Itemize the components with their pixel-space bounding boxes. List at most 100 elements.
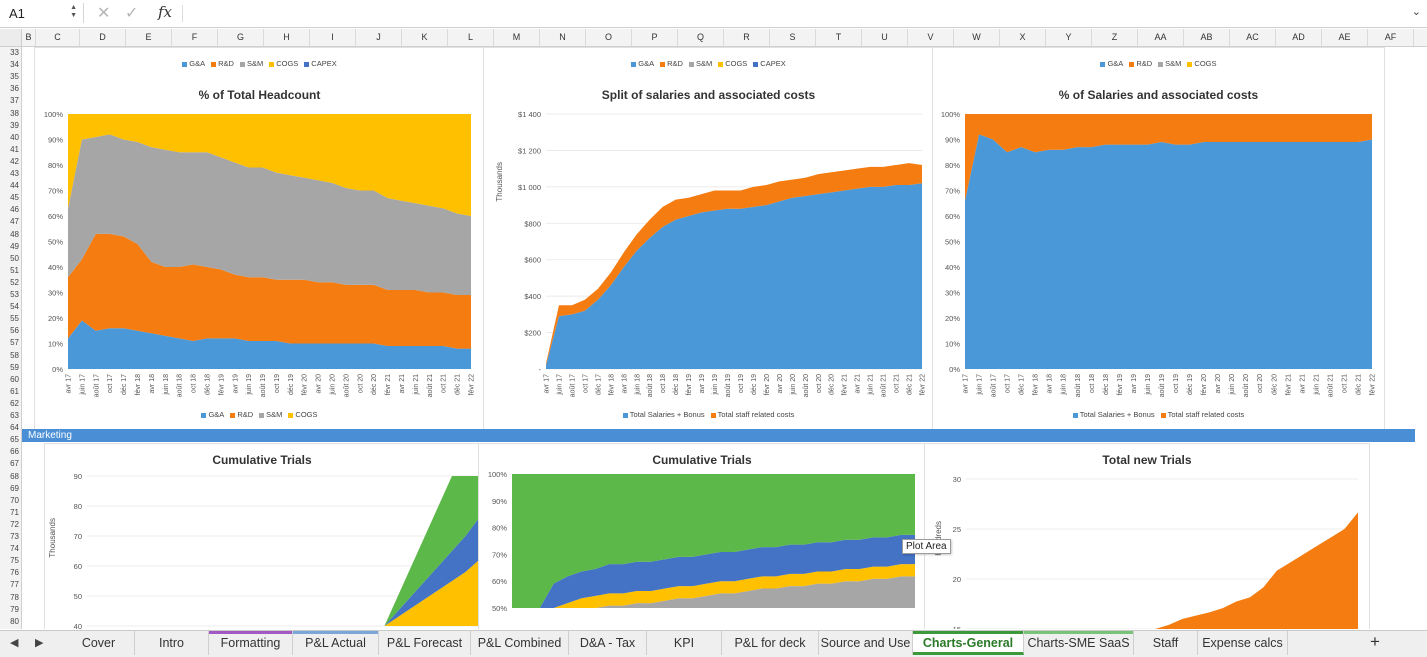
column-header-M[interactable]: M [494, 29, 540, 46]
row-header-36[interactable]: 36 [10, 84, 19, 94]
row-header-64[interactable]: 64 [10, 423, 19, 433]
row-header-61[interactable]: 61 [10, 386, 19, 396]
column-header-J[interactable]: J [356, 29, 402, 46]
area-series-0[interactable] [512, 576, 915, 608]
area-series-3[interactable] [512, 474, 915, 608]
column-header-U[interactable]: U [862, 29, 908, 46]
area-series-0[interactable] [965, 134, 1372, 369]
sheet-tab-p-l-actual[interactable]: P&L Actual [293, 631, 379, 655]
row-header-50[interactable]: 50 [10, 253, 19, 263]
row-header-66[interactable]: 66 [10, 447, 19, 457]
column-header-Z[interactable]: Z [1092, 29, 1138, 46]
row-header-37[interactable]: 37 [10, 96, 19, 106]
row-header-68[interactable]: 68 [10, 471, 19, 481]
row-header-42[interactable]: 42 [10, 156, 19, 166]
chart-cumulative-trials[interactable]: Cumulative Trials 40 50 60 70 80 90 Thousands [44, 443, 480, 629]
sheet-tab-p-l-combined[interactable]: P&L Combined [471, 631, 569, 655]
column-header-G[interactable]: G [218, 29, 264, 46]
column-header-W[interactable]: W [954, 29, 1000, 46]
chart-plot[interactable]: 15 20 25 30 Hundreds [925, 444, 1369, 629]
column-header-K[interactable]: K [402, 29, 448, 46]
sheet-tab-staff[interactable]: Staff [1134, 631, 1198, 655]
area-series-1[interactable] [546, 163, 922, 366]
column-header-AD[interactable]: AD [1276, 29, 1322, 46]
row-header-38[interactable]: 38 [10, 108, 19, 118]
worksheet-grid[interactable]: G&A R&D S&M COGS CAPEX % of Total Headcount … [22, 47, 1427, 629]
row-header-60[interactable]: 60 [10, 374, 19, 384]
column-header-O[interactable]: O [586, 29, 632, 46]
sheet-tab-p-l-for-deck[interactable]: P&L for deck [722, 631, 819, 655]
row-header-55[interactable]: 55 [10, 314, 19, 324]
column-header-AB[interactable]: AB [1184, 29, 1230, 46]
row-header-34[interactable]: 34 [10, 60, 19, 70]
chevron-down-icon[interactable]: ⌄ [1411, 6, 1421, 18]
row-header-63[interactable]: 63 [10, 411, 19, 420]
row-header-48[interactable]: 48 [10, 229, 19, 239]
row-header-51[interactable]: 51 [10, 265, 19, 275]
add-sheet-button[interactable]: + [1370, 632, 1380, 651]
sheet-tab-d-a-tax[interactable]: D&A - Tax [569, 631, 647, 655]
chart-plot[interactable]: 0% 10% 20% 30% 40% 50% 60% 70% 80% 90% 100% avr 17 j… [35, 48, 484, 429]
sheet-tab-cover[interactable]: Cover [63, 631, 135, 655]
row-header-43[interactable]: 43 [10, 169, 19, 178]
row-header-44[interactable]: 44 [10, 181, 19, 191]
column-header-V[interactable]: V [908, 29, 954, 46]
row-header-80[interactable]: 80 [10, 616, 19, 626]
row-header-72[interactable]: 72 [10, 519, 19, 529]
check-icon[interactable]: ✓ [125, 5, 139, 22]
row-header-70[interactable]: 70 [10, 495, 19, 505]
row-header-45[interactable]: 45 [10, 193, 19, 203]
column-header-X[interactable]: X [1000, 29, 1046, 46]
sheet-tab-kpi[interactable]: KPI [647, 631, 722, 655]
function-icon[interactable]: fx [158, 3, 173, 21]
cancel-icon[interactable]: ✕ [97, 5, 111, 22]
chart-salaries-percent[interactable]: G&A R&D S&M COGS % of Salaries and associat… [932, 47, 1385, 430]
name-box-spinner-icon[interactable]: ▲ ▼ [70, 4, 77, 19]
row-header-78[interactable]: 78 [10, 592, 19, 602]
column-header-T[interactable]: T [816, 29, 862, 46]
cell-reference[interactable]: A1 [9, 6, 25, 21]
row-header-57[interactable]: 57 [10, 338, 19, 348]
row-header-77[interactable]: 77 [10, 580, 19, 590]
row-header-54[interactable]: 54 [10, 302, 19, 312]
column-header-AF[interactable]: AF [1368, 29, 1414, 46]
row-header-58[interactable]: 58 [10, 350, 19, 360]
row-header-75[interactable]: 75 [10, 556, 19, 566]
column-header-H[interactable]: H [264, 29, 310, 46]
row-header-33[interactable]: 33 [10, 48, 19, 57]
sheet-tab-charts-sme-saas[interactable]: Charts-SME SaaS [1024, 631, 1134, 655]
column-header-Q[interactable]: Q [678, 29, 724, 46]
area-series-0[interactable] [966, 512, 1358, 629]
row-header-69[interactable]: 69 [10, 483, 19, 493]
row-header-49[interactable]: 49 [10, 241, 19, 251]
tab-scroll-right-icon[interactable]: ▶ [35, 637, 44, 649]
area-series-2[interactable] [68, 134, 471, 296]
row-header-52[interactable]: 52 [10, 277, 19, 287]
sheet-tab-intro[interactable]: Intro [135, 631, 209, 655]
row-header-65[interactable]: 65 [10, 435, 19, 445]
chart-salaries-split[interactable]: G&A R&D S&M COGS CAPEX Split of salaries and… [483, 47, 934, 430]
row-header-59[interactable]: 59 [10, 362, 19, 372]
column-header-AE[interactable]: AE [1322, 29, 1368, 46]
chart-plot[interactable]: 50% 60% 70% 80% 90% 100% [479, 444, 925, 629]
chart-headcount[interactable]: G&A R&D S&M COGS CAPEX % of Total Headcount … [34, 47, 485, 430]
row-header-39[interactable]: 39 [10, 120, 19, 130]
area-series-3[interactable] [68, 114, 471, 216]
row-header-53[interactable]: 53 [10, 290, 19, 299]
area-series-2[interactable] [512, 534, 915, 608]
column-header-F[interactable]: F [172, 29, 218, 46]
row-header-74[interactable]: 74 [10, 544, 19, 554]
chart-cumulative-trials-percent[interactable]: Cumulative Trials 50% 60% 70% 80% 90% 100% [478, 443, 926, 629]
column-header-S[interactable]: S [770, 29, 816, 46]
area-series-0[interactable] [68, 320, 471, 369]
sheet-tab-p-l-forecast[interactable]: P&L Forecast [379, 631, 471, 655]
row-header-47[interactable]: 47 [10, 217, 19, 227]
row-header-76[interactable]: 76 [10, 568, 19, 578]
column-header-D[interactable]: D [80, 29, 126, 46]
name-box[interactable]: A1 ▲ ▼ [3, 3, 84, 23]
chart-total-new-trials[interactable]: Total new Trials 15 20 25 30 Hundreds [924, 443, 1370, 629]
row-header-71[interactable]: 71 [10, 507, 19, 517]
select-all-corner[interactable] [0, 29, 22, 46]
area-series-1[interactable] [965, 114, 1372, 201]
chart-plot[interactable]: - $200 $400 $600 $800 $1 000 $1 200 $1 400 Thous… [484, 48, 933, 429]
